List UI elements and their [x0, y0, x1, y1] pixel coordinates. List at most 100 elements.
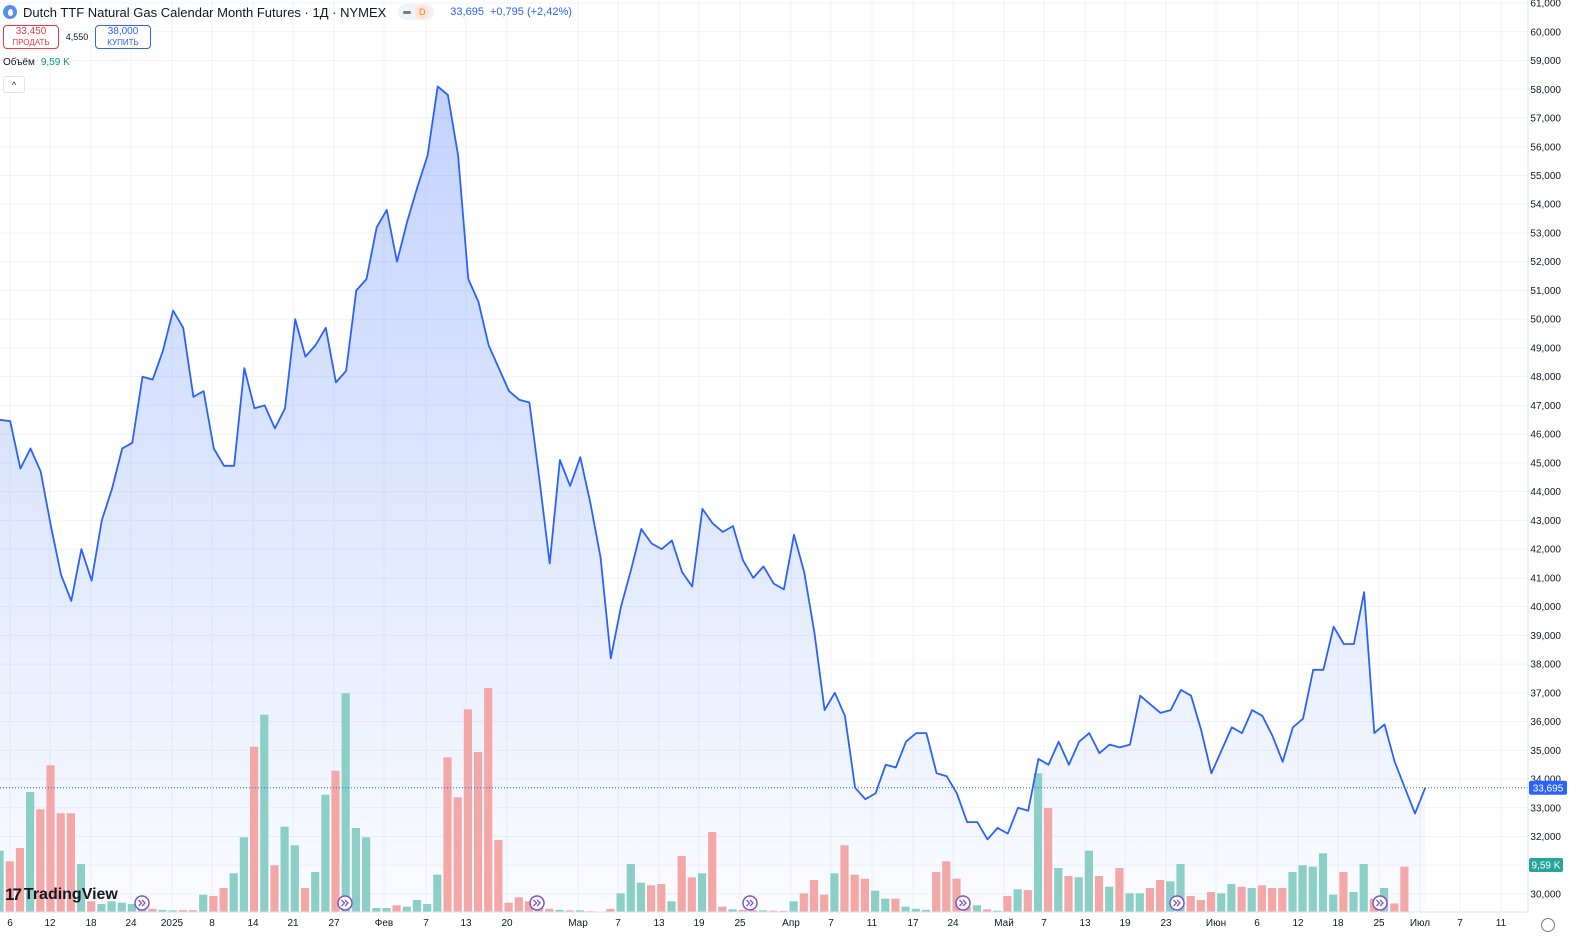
volume-bar: [474, 752, 483, 912]
x-tick-label: Июн: [1206, 918, 1226, 929]
buy-label: КУПИТЬ: [107, 37, 139, 47]
y-tick-label: 39,000: [1530, 631, 1561, 642]
y-tick-label: 33,000: [1530, 803, 1561, 814]
x-tick-label: 7: [615, 918, 621, 929]
volume-bar: [392, 905, 401, 912]
x-tick-label: 25: [734, 918, 746, 929]
delayed-badge: D: [415, 5, 430, 19]
volume-bar: [1298, 865, 1307, 912]
x-tick-label: 11: [1496, 918, 1507, 929]
volume-bar: [626, 864, 635, 912]
volume-bar: [708, 832, 717, 912]
volume-bar: [1013, 889, 1022, 912]
volume-bar: [1176, 864, 1185, 912]
volume-bar: [1186, 896, 1195, 912]
volume-bar: [46, 765, 55, 912]
volume-bar: [1217, 893, 1226, 912]
volume-bar: [647, 885, 656, 912]
volume-bar: [1094, 876, 1104, 912]
volume-bar: [871, 890, 880, 912]
last-price: 33,695: [450, 6, 484, 18]
volume-bar: [921, 909, 931, 912]
volume-bar: [820, 894, 829, 912]
volume-bar: [1145, 888, 1154, 912]
volume-bar: [1318, 853, 1328, 912]
volume-bar: [5, 861, 14, 912]
volume-bar: [555, 909, 564, 912]
volume-bar: [606, 908, 615, 912]
symbol-title[interactable]: Dutch TTF Natural Gas Calendar Month Fut…: [23, 4, 387, 20]
volume-bar: [911, 908, 920, 912]
x-tick-label: 27: [328, 918, 340, 929]
volume-bar: [453, 797, 462, 912]
volume-bar: [718, 906, 727, 912]
volume-value: 9,59 K: [40, 57, 70, 68]
volume-bar: [300, 888, 310, 912]
x-tick-label: 17: [907, 918, 919, 929]
axis-badges: 33,695 9,59 K: [134, 780, 1567, 911]
volume-bar: [687, 877, 696, 912]
volume-bar: [1115, 868, 1124, 912]
volume-bar: [117, 902, 126, 912]
volume-bar: [942, 861, 951, 912]
volume-bar: [97, 904, 106, 912]
volume-bar: [575, 910, 584, 912]
volume-bar: [1400, 866, 1409, 912]
sell-label: ПРОДАТЬ: [12, 37, 50, 47]
volume-bar: [1084, 850, 1093, 912]
x-tick-label: 19: [1119, 918, 1131, 929]
volume-bar: [66, 813, 75, 912]
volume-bar: [107, 901, 116, 912]
volume-bar: [372, 908, 381, 912]
volume-bar: [270, 865, 279, 912]
volume-bar: [524, 901, 534, 912]
y-tick-label: 30,000: [1530, 890, 1561, 901]
x-tick-label: Фев: [375, 918, 393, 929]
volume-bar: [616, 893, 625, 912]
volume-bar: [412, 900, 422, 912]
volume-bar: [697, 873, 707, 912]
volume-bar: [443, 757, 452, 912]
volume-bar: [636, 882, 645, 912]
collapse-legend-button[interactable]: ^: [3, 76, 25, 93]
volume-bar: [738, 909, 747, 912]
volume-bar: [1054, 868, 1063, 912]
volume-bar: [983, 909, 992, 912]
volume-bar: [1166, 881, 1175, 912]
y-tick-label: 51,000: [1530, 286, 1561, 297]
rollover-arrow-icon: [533, 899, 541, 907]
y-tick-label: 47,000: [1530, 401, 1561, 412]
volume-bar: [382, 908, 391, 912]
volume-bar: [1247, 888, 1256, 912]
volume-bar: [311, 872, 320, 912]
volume-bar: [850, 874, 859, 912]
volume-bar: [1135, 893, 1144, 912]
volume-bar: [1390, 903, 1399, 912]
flame-icon: [3, 5, 17, 19]
status-badges[interactable]: D: [398, 4, 435, 20]
volume-bar: [667, 901, 676, 912]
volume-bar: [1329, 894, 1338, 912]
volume-bar: [932, 872, 941, 912]
volume-bar: [290, 845, 299, 912]
tradingview-logo[interactable]: 17 TradingView: [5, 885, 118, 905]
volume-bar: [728, 909, 737, 912]
rollover-arrow-icon: [341, 899, 349, 907]
volume-bar: [331, 770, 340, 912]
volume-bar: [881, 898, 890, 912]
rollover-arrow-icon: [138, 899, 146, 907]
volume-bar: [168, 910, 177, 912]
x-tick-label: 18: [85, 918, 97, 929]
volume-legend[interactable]: Объём 9,59 K: [3, 57, 70, 68]
x-tick-label: 14: [247, 918, 259, 929]
x-tick-label: 13: [1079, 918, 1091, 929]
sell-button[interactable]: 33,450 ПРОДАТЬ: [3, 25, 59, 49]
x-tick-label: 7: [1457, 918, 1463, 929]
x-tick-label: 19: [693, 918, 705, 929]
volume-bar: [260, 714, 269, 912]
volume-bar: [1196, 900, 1205, 912]
settings-icon[interactable]: [1541, 918, 1555, 932]
buy-button[interactable]: 38,000 КУПИТЬ: [95, 25, 151, 49]
y-tick-label: 43,000: [1530, 516, 1561, 527]
